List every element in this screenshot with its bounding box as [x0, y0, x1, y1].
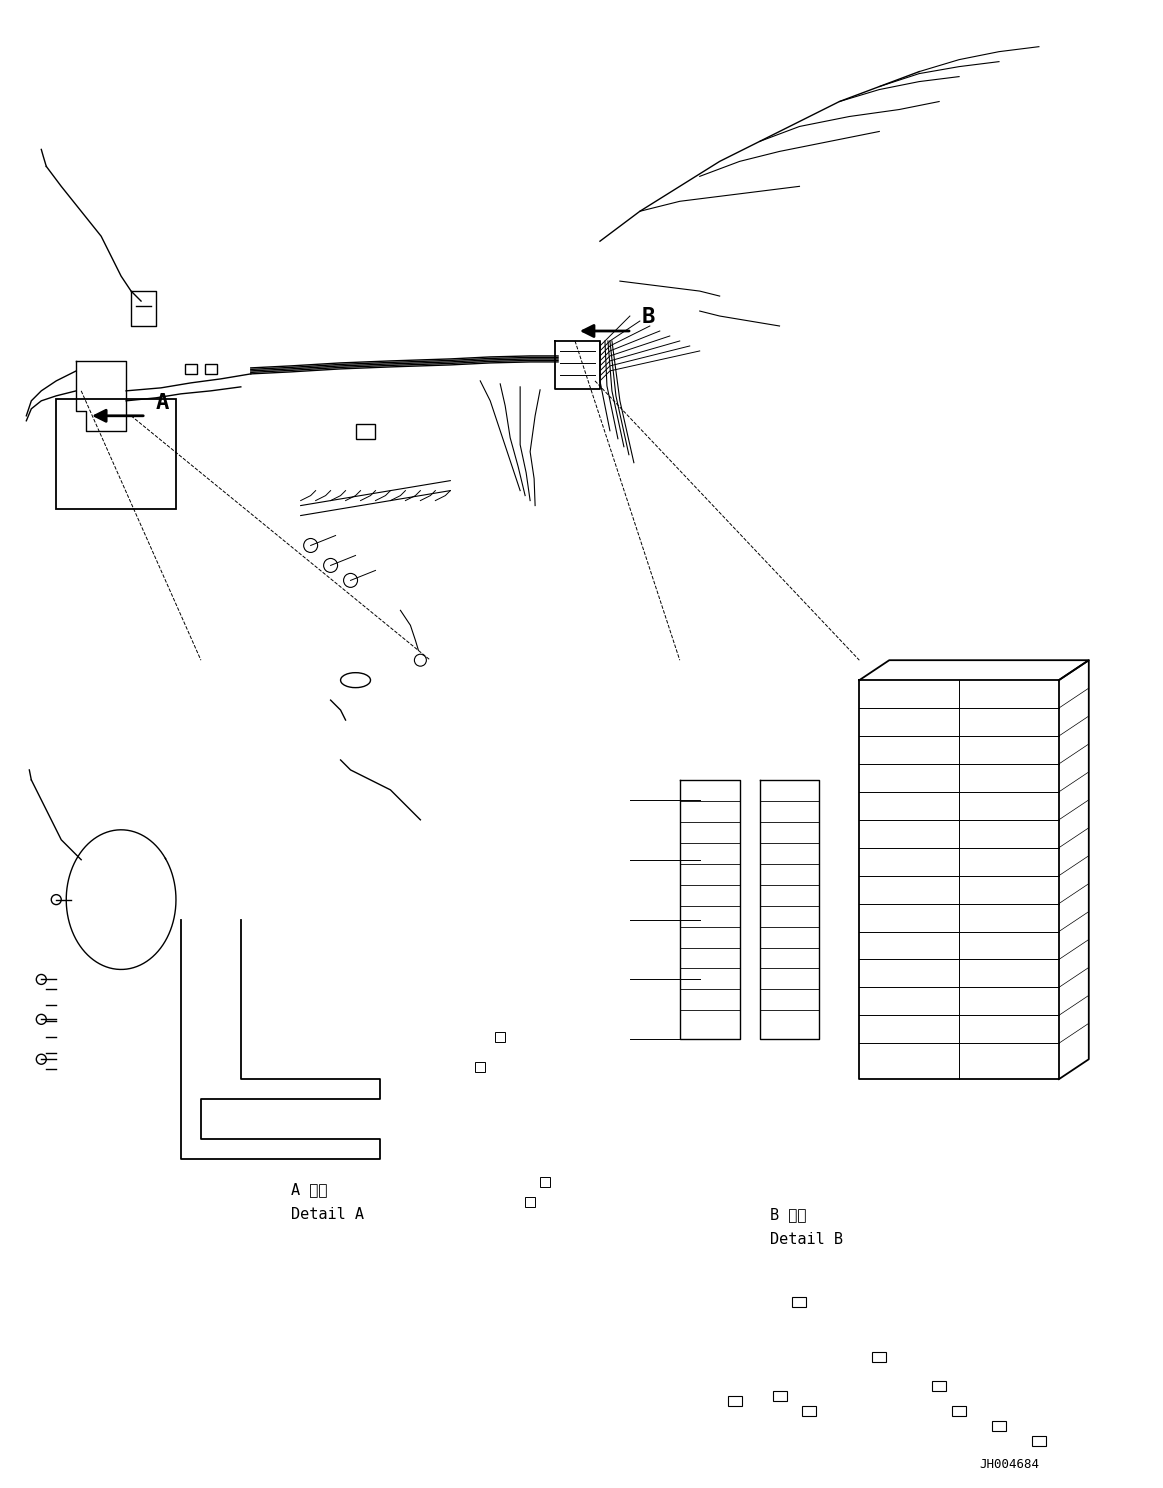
Polygon shape [872, 1351, 886, 1362]
Text: B: B [642, 307, 655, 327]
Polygon shape [772, 1391, 786, 1402]
Polygon shape [933, 1381, 947, 1391]
Text: Detail A: Detail A [291, 1207, 364, 1222]
Text: Detail B: Detail B [770, 1232, 842, 1247]
Text: A 詳細: A 詳細 [291, 1181, 327, 1196]
Polygon shape [1032, 1436, 1046, 1446]
Text: B 詳細: B 詳細 [770, 1207, 806, 1222]
Polygon shape [728, 1396, 742, 1406]
Polygon shape [952, 1406, 966, 1417]
Text: JH004684: JH004684 [979, 1458, 1039, 1472]
Polygon shape [992, 1421, 1006, 1431]
Polygon shape [802, 1406, 816, 1417]
Text: A: A [156, 393, 170, 412]
Polygon shape [792, 1296, 806, 1306]
